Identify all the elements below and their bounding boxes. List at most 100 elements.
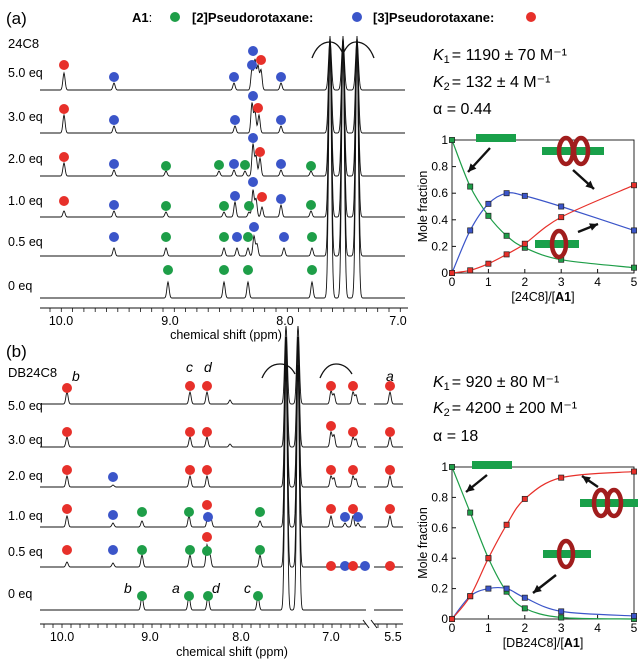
x-tick-label: 4 — [594, 621, 601, 635]
data-point — [467, 267, 474, 274]
peak-marker — [348, 465, 358, 475]
panel-b-constants: K1 = 920 ± 80 M⁻¹ K2 = 4200 ± 200 M⁻¹ α = … — [433, 374, 577, 445]
arrowhead-icon — [585, 180, 594, 189]
peak-marker — [137, 545, 147, 555]
peak-marker — [385, 427, 395, 437]
peak-marker — [229, 72, 239, 82]
spectrum-trace — [40, 364, 403, 611]
data-point — [503, 190, 510, 197]
data-point — [558, 614, 565, 621]
data-point — [631, 468, 637, 475]
crown-ether-ring-icon — [549, 228, 569, 260]
legend-p2: [2]Pseudorotaxane: — [192, 10, 313, 25]
data-point — [631, 613, 637, 619]
axle-icon — [472, 461, 512, 469]
panel-b-label: (b) — [6, 342, 27, 361]
arrowhead-icon — [589, 223, 598, 231]
peak-marker — [59, 152, 69, 162]
plot-frame — [451, 139, 635, 274]
data-point — [521, 495, 528, 502]
arrowhead-icon — [468, 163, 477, 172]
legend-a1-dot — [170, 12, 180, 22]
peak-letter: b — [72, 368, 80, 384]
peak-marker — [62, 465, 72, 475]
data-point — [485, 200, 492, 207]
legend-p3-dot — [526, 12, 536, 22]
y-tick-label: 0.8 — [431, 490, 448, 504]
peak-marker — [340, 512, 350, 522]
peak-marker — [248, 133, 258, 143]
data-point — [521, 605, 528, 612]
spectrum-trace — [40, 37, 405, 134]
y-tick-label: 0.4 — [431, 213, 448, 227]
series-line — [451, 466, 635, 620]
tick-label: 10.0 — [50, 630, 74, 644]
peak-marker — [306, 161, 316, 171]
peak-marker — [326, 561, 336, 571]
spectrum-trace — [40, 39, 405, 91]
panel-a-host: 24C8 — [8, 36, 39, 51]
peak-marker — [202, 500, 212, 510]
row-label: 3.0 eq — [8, 110, 43, 124]
peak-marker — [244, 201, 254, 211]
x-tick-label: 5 — [631, 621, 638, 635]
y-tick-label: 0.2 — [431, 582, 448, 596]
peak-marker — [385, 504, 395, 514]
data-point — [485, 260, 492, 267]
peak-letter: a — [172, 580, 180, 596]
peak-marker — [240, 160, 250, 170]
y-axis-label: Mole fraction — [416, 171, 430, 243]
data-point — [449, 616, 455, 622]
peak-marker — [326, 465, 336, 475]
series-line — [451, 192, 635, 274]
data-point — [558, 214, 565, 221]
y-tick-label: 0.6 — [431, 521, 448, 535]
truncation-brace — [311, 41, 375, 59]
peak-marker — [360, 561, 370, 571]
tick-label: 10.0 — [49, 314, 73, 328]
x-tick-label: 0 — [449, 275, 456, 289]
crown-ether-ring-icon — [604, 487, 624, 519]
peak-marker — [185, 465, 195, 475]
peak-letter: b — [124, 580, 132, 596]
series-line — [451, 184, 635, 274]
y-tick-label: 0 — [441, 266, 448, 280]
peak-marker — [253, 591, 263, 601]
panel-a-peak-markers — [59, 46, 317, 275]
spectrum-trace — [40, 341, 403, 568]
peak-marker — [243, 265, 253, 275]
k1-text: K1 = 920 ± 80 M⁻¹ — [433, 374, 559, 393]
spectrum-trace — [40, 336, 403, 448]
peak-marker — [306, 200, 316, 210]
peak-marker — [185, 427, 195, 437]
data-point — [503, 585, 510, 592]
arrowhead-icon — [533, 584, 542, 593]
panel-a-x-axis: 10.0 9.0 8.0 7.0 chemical shift (ppm) — [40, 307, 408, 342]
peak-marker — [203, 591, 213, 601]
k1-text: K1 = 1190 ± 70 M⁻¹ — [433, 47, 567, 66]
peak-marker — [219, 232, 229, 242]
k2-text: K2 = 4200 ± 200 M⁻¹ — [433, 400, 577, 419]
spectrum-trace — [40, 42, 405, 299]
peak-marker — [62, 383, 72, 393]
peak-marker — [385, 381, 395, 391]
data-point — [631, 264, 637, 271]
y-tick-label: 1 — [441, 460, 448, 474]
legend-p3: [3]Pseudorotaxane: — [373, 10, 494, 25]
x-axis-label: [24C8]/[A1] — [511, 290, 574, 304]
alpha-text: α = 0.44 — [433, 101, 492, 118]
y-tick-label: 0 — [441, 612, 448, 626]
data-point — [503, 251, 510, 258]
peak-marker — [109, 159, 119, 169]
legend: A1: [2]Pseudorotaxane: [3]Pseudorotaxane… — [132, 10, 536, 25]
tick-label: 8.0 — [276, 314, 293, 328]
axle-icon — [476, 134, 516, 142]
panel-b-peak-markers — [62, 381, 395, 601]
peak-marker — [326, 381, 336, 391]
peak-marker — [255, 545, 265, 555]
peak-marker — [202, 532, 212, 542]
peak-letter: c — [244, 580, 251, 596]
x-tick-label: 5 — [631, 275, 638, 289]
peak-marker — [161, 201, 171, 211]
peak-marker — [255, 147, 265, 157]
